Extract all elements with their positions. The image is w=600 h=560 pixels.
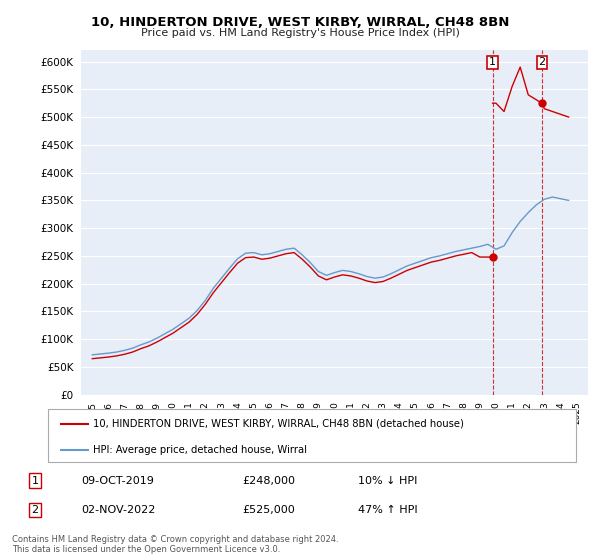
Text: 47% ↑ HPI: 47% ↑ HPI [358, 505, 417, 515]
Text: HPI: Average price, detached house, Wirral: HPI: Average price, detached house, Wirr… [93, 445, 307, 455]
Text: 09-OCT-2019: 09-OCT-2019 [81, 475, 154, 486]
FancyBboxPatch shape [48, 409, 576, 462]
Text: 1: 1 [489, 57, 496, 67]
Text: 10, HINDERTON DRIVE, WEST KIRBY, WIRRAL, CH48 8BN: 10, HINDERTON DRIVE, WEST KIRBY, WIRRAL,… [91, 16, 509, 29]
Text: £248,000: £248,000 [242, 475, 295, 486]
Text: Price paid vs. HM Land Registry's House Price Index (HPI): Price paid vs. HM Land Registry's House … [140, 28, 460, 38]
Text: 02-NOV-2022: 02-NOV-2022 [81, 505, 155, 515]
Text: 2: 2 [31, 505, 38, 515]
Text: 1: 1 [32, 475, 38, 486]
Text: 10, HINDERTON DRIVE, WEST KIRBY, WIRRAL, CH48 8BN (detached house): 10, HINDERTON DRIVE, WEST KIRBY, WIRRAL,… [93, 419, 464, 429]
Text: 2: 2 [538, 57, 545, 67]
Text: Contains HM Land Registry data © Crown copyright and database right 2024.
This d: Contains HM Land Registry data © Crown c… [12, 535, 338, 554]
Text: 10% ↓ HPI: 10% ↓ HPI [358, 475, 417, 486]
Text: £525,000: £525,000 [242, 505, 295, 515]
